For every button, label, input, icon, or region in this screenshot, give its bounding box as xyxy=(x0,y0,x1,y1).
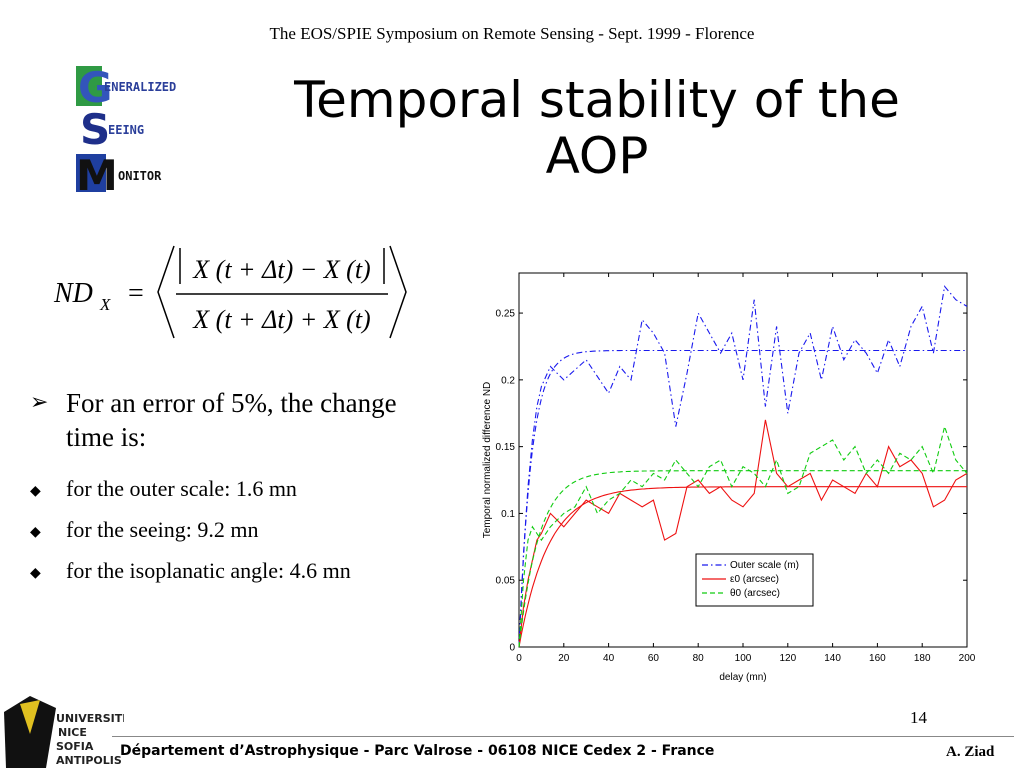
university-word-2: NICE xyxy=(58,726,87,739)
formula-equals: = xyxy=(128,278,144,309)
formula-lhs: ND xyxy=(53,278,93,309)
bullet-main-text: For an error of 5%, the change time is: xyxy=(66,388,397,452)
series-line-outer-scale-fit xyxy=(518,349,967,648)
formula-denominator: X (t + Δt) + X (t) xyxy=(192,305,370,334)
conference-header: The EOS/SPIE Symposium on Remote Sensing… xyxy=(269,24,755,43)
series-line-0-fit xyxy=(518,486,967,648)
sub-bullet-outer-scale: ◆ for the outer scale: 1.6 mn xyxy=(30,476,450,506)
sub-bullet-seeing: ◆ for the seeing: 9.2 mn xyxy=(30,517,450,547)
y-tick-label: 0.1 xyxy=(501,509,515,520)
formula-lhs-subscript: X xyxy=(99,295,111,314)
sub-bullet-isoplanatic: ◆ for the isoplanatic angle: 4.6 mn xyxy=(30,558,450,588)
x-tick-label: 40 xyxy=(603,653,615,664)
formula-right-angle xyxy=(389,245,407,339)
logo-letter-s: S xyxy=(80,105,110,154)
x-tick-label: 120 xyxy=(779,653,796,664)
sub-bullet-text: for the outer scale: 1.6 mn xyxy=(66,476,297,501)
x-tick-label: 140 xyxy=(824,653,841,664)
x-tick-label: 160 xyxy=(869,653,886,664)
series-line-0-fit xyxy=(518,470,967,648)
logo-word-seeing: EEING xyxy=(108,123,144,137)
university-word-4: ANTIPOLIS xyxy=(56,754,122,767)
logo-block-g xyxy=(76,66,102,106)
legend-label-outer-scale: Outer scale (m) xyxy=(730,560,799,571)
series-line-outer-scale-m xyxy=(518,285,968,648)
university-logo-accent xyxy=(20,700,40,734)
y-tick-label: 0.25 xyxy=(496,309,516,320)
logo-letter-m: M xyxy=(76,151,118,194)
nd-formula: ND X = X (t + Δt) − X (t) X (t + Δt) + X… xyxy=(53,245,407,339)
chart-legend: Outer scale (m) ε0 (arcsec) θ0 (arcsec) xyxy=(695,553,814,607)
chart-y-axis-label: Temporal normalized difference ND xyxy=(482,382,493,539)
formula-numerator: X (t + Δt) − X (t) xyxy=(192,255,370,284)
x-tick-label: 80 xyxy=(693,653,705,664)
slide-title-line-1: Temporal stability of the xyxy=(294,71,900,129)
logo-letter-g: G xyxy=(78,66,112,112)
logo-word-monitor: ONITOR xyxy=(118,169,162,183)
bullet-arrow-icon: ➢ xyxy=(30,390,49,415)
formula-left-angle xyxy=(157,245,175,339)
university-word-3: SOFIA xyxy=(56,740,94,753)
logo-block-m xyxy=(76,154,106,192)
x-tick-label: 180 xyxy=(914,653,931,664)
gsm-logo: G ENERALIZED S EEING M ONITOR xyxy=(76,66,176,194)
university-word-1: UNIVERSITÉ xyxy=(56,712,124,725)
logo-word-generalized: ENERALIZED xyxy=(104,80,176,94)
series-line-0-arcsec xyxy=(518,424,968,648)
x-tick-label: 100 xyxy=(735,653,752,664)
y-tick-label: 0.2 xyxy=(501,375,515,386)
series-line-0-arcsec xyxy=(518,419,968,648)
chart-x-axis-label: delay (mn) xyxy=(719,672,766,683)
page-number: 14 xyxy=(910,708,927,727)
footer-author: A. Ziad xyxy=(946,744,995,760)
footer-institute: Département d’Astrophysique - Parc Valro… xyxy=(120,743,715,759)
diamond-bullet-icon: ◆ xyxy=(30,565,41,581)
legend-label-seeing: ε0 (arcsec) xyxy=(730,574,779,585)
legend-box xyxy=(695,553,814,607)
slide-title-line-2: AOP xyxy=(545,127,649,185)
x-tick-label: 200 xyxy=(959,653,976,664)
x-tick-label: 20 xyxy=(558,653,570,664)
x-tick-label: 0 xyxy=(516,653,522,664)
slide-title: Temporal stability of the AOP xyxy=(262,72,932,184)
university-logo: UNIVERSITÉ NICE SOFIA ANTIPOLIS xyxy=(4,696,124,768)
sub-bullet-text: for the isoplanatic angle: 4.6 mn xyxy=(66,558,351,583)
x-tick-label: 60 xyxy=(648,653,660,664)
footer-divider xyxy=(112,736,1014,737)
legend-label-isoplanatic: θ0 (arcsec) xyxy=(730,588,780,599)
y-tick-label: 0 xyxy=(509,643,515,654)
nd-chart: 0 20 40 60 80 100 120 140 160 180 200 0 0.05 0.1 0.15 0… xyxy=(478,272,988,688)
sub-bullet-text: for the seeing: 9.2 mn xyxy=(66,517,259,542)
diamond-bullet-icon: ◆ xyxy=(30,524,41,540)
diamond-bullet-icon: ◆ xyxy=(30,483,41,499)
y-tick-label: 0.05 xyxy=(496,576,516,587)
y-tick-label: 0.15 xyxy=(496,442,516,453)
